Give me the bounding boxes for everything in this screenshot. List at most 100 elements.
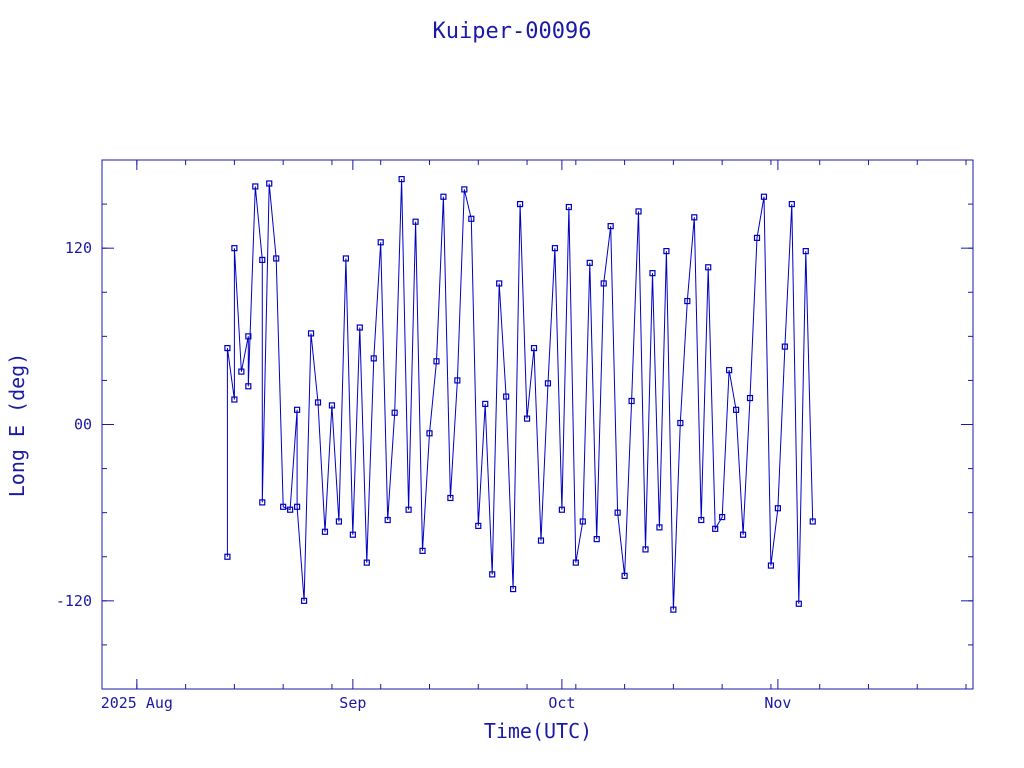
x-tick-label: Nov [764, 694, 791, 712]
data-point [746, 394, 754, 402]
data-point [656, 524, 663, 531]
data-point [447, 494, 454, 502]
data-point [516, 200, 524, 208]
data-point [224, 344, 231, 352]
data-point [300, 597, 308, 604]
data-point [468, 215, 475, 222]
data-point [795, 600, 802, 607]
data-point [635, 208, 642, 215]
data-point [419, 547, 426, 554]
data-point [503, 393, 510, 400]
data-point [530, 344, 538, 352]
data-point [551, 245, 559, 252]
data-point [245, 333, 252, 340]
plot-area [224, 176, 816, 613]
data-point [426, 430, 433, 437]
data-point [719, 513, 726, 521]
data-point [342, 255, 349, 262]
data-point [377, 239, 384, 246]
data-point [231, 396, 238, 403]
data-point [767, 562, 775, 569]
data-point [726, 367, 733, 374]
data-point [809, 518, 816, 525]
data-point [593, 536, 600, 543]
x-axis: 2025 Aug Sep Oct Nov [101, 160, 967, 712]
data-point [405, 506, 412, 513]
data-point [712, 525, 719, 532]
data-point [642, 546, 649, 553]
y-axis-label: Long E (deg) [5, 353, 29, 498]
data-point [307, 330, 315, 337]
data-point [802, 248, 809, 255]
data-point [224, 553, 231, 560]
y-axis: 120 00 -120 [56, 203, 973, 646]
data-point [649, 270, 656, 277]
data-point [537, 537, 545, 544]
x-tick-label: 2025 Aug [101, 694, 173, 712]
data-point [760, 193, 768, 200]
y-tick-label: 120 [65, 239, 92, 257]
data-point [781, 343, 788, 350]
data-point [753, 234, 761, 241]
data-point [349, 531, 356, 538]
series-0 [224, 176, 816, 613]
data-point [252, 183, 259, 190]
data-point [454, 377, 461, 384]
data-point [280, 503, 287, 510]
data-point [565, 203, 572, 211]
plot-frame [101, 159, 974, 690]
data-point [510, 585, 517, 593]
data-point [544, 380, 552, 387]
data-point [774, 505, 781, 512]
data-point [670, 606, 677, 613]
data-point [266, 180, 273, 187]
data-point [684, 297, 691, 305]
data-point [482, 400, 489, 408]
data-point [572, 559, 579, 566]
data-point [363, 559, 370, 566]
data-point [705, 264, 712, 271]
data-point [273, 255, 280, 262]
data-point [586, 259, 593, 266]
data-point [677, 419, 684, 427]
data-point [600, 280, 607, 287]
data-point [384, 516, 391, 524]
data-point [558, 506, 565, 513]
data-point [440, 193, 447, 200]
data-point [259, 256, 266, 264]
data-point [579, 518, 586, 525]
data-point [238, 368, 245, 375]
data-point [231, 245, 238, 252]
data-point [321, 528, 329, 535]
y-tick-label: -120 [56, 592, 92, 610]
data-point [335, 518, 343, 525]
data-point [245, 383, 252, 390]
data-point [314, 399, 322, 406]
data-point [523, 415, 531, 422]
data-point [294, 503, 301, 510]
data-point [663, 248, 670, 255]
data-point [621, 572, 628, 579]
chart-title: Kuiper-00096 [433, 19, 592, 44]
x-tick-label: Oct [548, 694, 575, 712]
data-point [489, 571, 496, 578]
y-tick-label: 00 [74, 416, 92, 434]
data-point [461, 186, 468, 193]
x-tick-label: Sep [339, 694, 366, 712]
data-point [287, 506, 294, 513]
data-point [698, 516, 705, 524]
data-point [391, 409, 398, 416]
data-point [259, 499, 266, 506]
data-point [370, 355, 377, 362]
data-point [356, 324, 363, 331]
data-point [732, 406, 740, 413]
data-point [398, 176, 405, 183]
data-point [475, 522, 482, 529]
data-point [607, 223, 614, 230]
data-point [614, 509, 621, 516]
data-point [788, 200, 795, 208]
data-point [691, 214, 698, 221]
series-line [226, 179, 814, 610]
data-point [433, 358, 440, 365]
